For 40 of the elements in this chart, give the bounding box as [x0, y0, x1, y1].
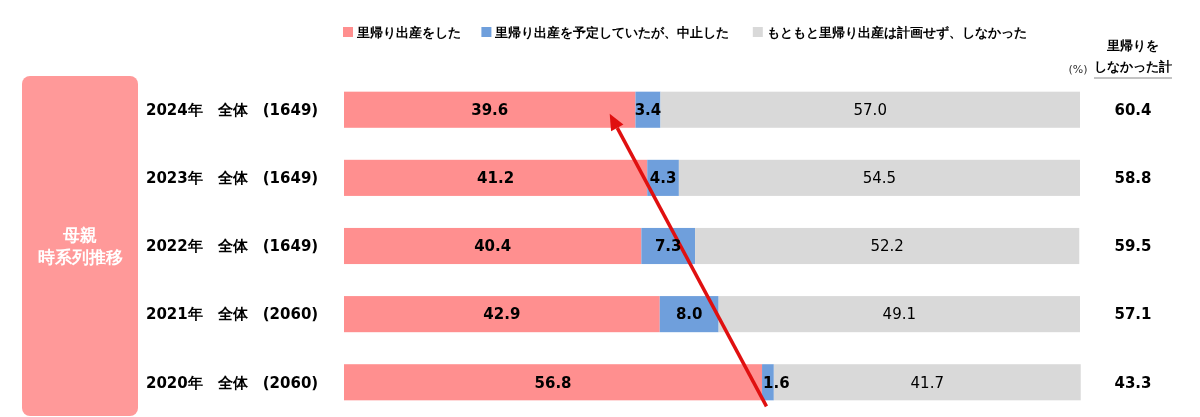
- bar: [678, 159, 1080, 196]
- text: 59.5: [1114, 237, 1152, 256]
- y-axis-title: 母親時系列推移: [37, 224, 123, 267]
- y-tick-label: 2023年 全体 (1649): [146, 169, 319, 188]
- bar: [344, 296, 660, 333]
- legend-label: 里帰り出産を予定していたが、中止した: [494, 25, 730, 40]
- text: 里帰りをしなかった計: [1094, 38, 1172, 74]
- data-label: 54.5: [862, 169, 897, 188]
- bar: [660, 91, 1080, 128]
- bar: [344, 364, 763, 401]
- y-tick-label: 2024年 全体 (1649): [146, 100, 319, 119]
- data-label: 56.8: [534, 373, 572, 392]
- text: 43.3: [1114, 373, 1152, 392]
- text: 57.1: [1114, 305, 1152, 324]
- bar: [718, 296, 1080, 333]
- data-label: 42.9: [483, 305, 521, 324]
- y-tick-label: 2020年 全体 (2060): [146, 373, 319, 392]
- data-label: 41.7: [910, 373, 944, 392]
- data-label: 4.3: [649, 169, 677, 188]
- y-tick-label: 2021年 全体 (2060): [146, 305, 319, 324]
- text: 58.8: [1114, 169, 1152, 188]
- data-label: 7.3: [654, 237, 682, 256]
- data-label: 52.2: [870, 237, 904, 256]
- data-label: 1.6: [763, 373, 790, 392]
- annotation: (%): [1068, 63, 1088, 76]
- bar: [344, 91, 636, 128]
- data-label: 40.4: [474, 237, 512, 256]
- legend-label: もともと里帰り出産は計画せず、しなかった: [766, 25, 1027, 40]
- data-label: 57.0: [853, 100, 887, 119]
- data-label: 41.2: [477, 169, 515, 188]
- y-tick-label: 2022年 全体 (1649): [146, 237, 319, 256]
- data-label: 8.0: [675, 305, 703, 324]
- bar: [344, 159, 648, 196]
- text: 60.4: [1114, 100, 1152, 119]
- data-label: 49.1: [882, 305, 917, 324]
- data-label: 3.4: [634, 100, 662, 119]
- bar: [344, 227, 642, 265]
- data-label: 39.6: [471, 100, 509, 119]
- bar: [695, 227, 1080, 265]
- legend-label: 里帰り出産をした: [356, 25, 461, 40]
